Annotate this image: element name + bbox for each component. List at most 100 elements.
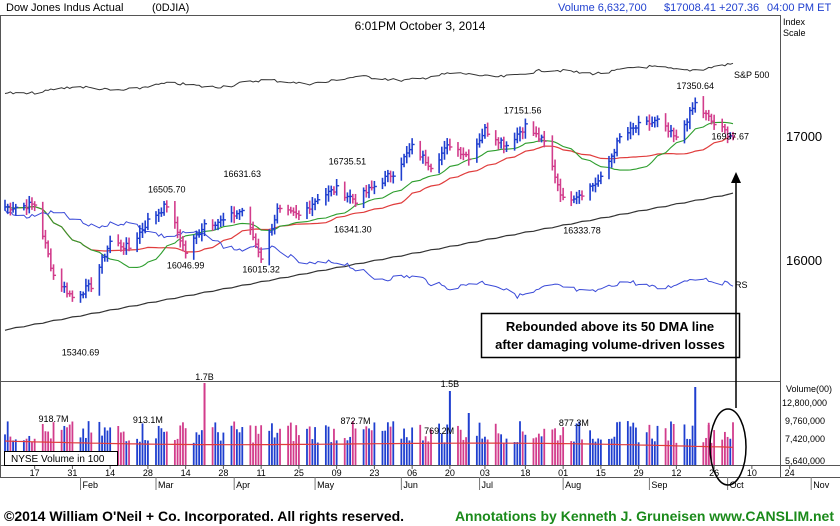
price-bar — [354, 193, 359, 207]
price-labels: 15340.69 16505.70 16631.63 16046.99 16015.32… — [62, 81, 749, 357]
volume-label: 1.7B — [195, 372, 214, 382]
price-bar — [562, 187, 566, 201]
price-bar — [430, 163, 434, 173]
day-tick-label: 06 — [407, 468, 417, 478]
price-bar — [581, 190, 585, 201]
day-tick-label: 03 — [480, 468, 490, 478]
price-label: 17151.56 — [504, 105, 542, 115]
price-bar — [713, 114, 717, 130]
index-symbol: (0DJIA) — [152, 2, 189, 14]
rs-label: RS — [735, 280, 748, 290]
index-scale-label-1: Index — [783, 17, 806, 27]
price-bar — [675, 129, 679, 141]
price-bar — [449, 138, 453, 151]
price-bar — [543, 130, 547, 148]
volume-tick-3: 7,420,000 — [785, 434, 825, 444]
nyse-volume-legend-box — [4, 451, 118, 466]
callout: Rebounded above its 50 DMA line after da… — [480, 172, 747, 486]
price-label: 16046.99 — [167, 261, 205, 271]
price-label: 15340.69 — [62, 347, 100, 357]
price-bar — [392, 171, 396, 184]
indicator-lines — [4, 62, 734, 331]
day-tick-label: 14 — [105, 468, 115, 478]
annotation-credit: Annotations by Kenneth J. Gruneisen www.… — [454, 508, 834, 524]
volume-highlight-circle — [709, 408, 747, 486]
month-label: Jul — [482, 480, 494, 490]
price-bar — [279, 204, 283, 213]
month-label: May — [317, 480, 335, 490]
price-bar — [90, 277, 94, 293]
day-tick-label: 24 — [785, 468, 795, 478]
price-bar — [33, 201, 38, 212]
day-tick-label: 11 — [256, 468, 265, 478]
price-bar — [486, 122, 491, 137]
month-label: Mar — [158, 480, 174, 490]
ma50-line — [4, 121, 734, 268]
month-label: Sep — [651, 480, 667, 490]
price-bar — [184, 240, 189, 259]
price-bar — [467, 149, 472, 166]
price-bar — [316, 193, 321, 205]
price-bar — [600, 171, 604, 185]
volume-tick-2: 9,760,000 — [785, 416, 825, 426]
price-bar — [373, 180, 377, 195]
price-bar — [298, 210, 302, 221]
day-tick-label: 09 — [332, 468, 342, 478]
day-tick-label: 10 — [747, 468, 757, 478]
time-readout: 04:00 PM ET — [767, 2, 831, 14]
price-label: 16341.30 — [334, 225, 372, 235]
y-tick-16000: 16000 — [786, 253, 822, 268]
price-bar — [165, 200, 170, 213]
price-bar — [52, 264, 57, 280]
price-bar — [147, 212, 151, 231]
price-bar — [109, 235, 113, 254]
month-label: Oct — [730, 480, 745, 490]
day-tick-label: 15 — [596, 468, 606, 478]
day-tick-label: 14 — [181, 468, 191, 478]
rs-line — [4, 209, 734, 300]
callout-line-1: Rebounded above its 50 DMA line — [506, 319, 714, 334]
price-bar — [128, 237, 132, 252]
price-bars — [4, 96, 736, 303]
volume-readout: Volume 6,632,700 — [558, 2, 647, 14]
volume-tick-1: 12,800,000 — [782, 398, 827, 408]
callout-line-2: after damaging volume-driven losses — [495, 337, 725, 352]
price-bar — [335, 178, 340, 196]
nyse-volume-legend: NYSE Volume in 100 — [11, 454, 105, 465]
index-name: Dow Jones Indus Actual — [6, 2, 123, 14]
price-bar — [260, 247, 264, 263]
volume-label: 769.2M — [424, 426, 454, 436]
day-tick-label: 12 — [671, 468, 681, 478]
day-tick-label: 18 — [520, 468, 530, 478]
day-tick-label: 01 — [558, 468, 568, 478]
sp500-line — [4, 62, 734, 95]
price-bar — [618, 133, 623, 144]
month-label: Apr — [236, 480, 250, 490]
dow-jones-chart: Dow Jones Indus Actual (0DJIA) Volume 6,… — [0, 2, 840, 490]
price-change-readout: $17008.41 +207.36 — [664, 2, 759, 14]
date-axis: 17 31 14 28 14 28 11 25 09 23 06 20 03 18 01 15 29 12 26 10… — [30, 465, 830, 490]
price-label: 16015.32 — [242, 265, 280, 275]
day-tick-label: 28 — [218, 468, 228, 478]
price-label: 16333.78 — [563, 226, 601, 236]
volume-average-line — [4, 440, 734, 448]
ma200-line — [4, 192, 734, 331]
sp500-label: S&P 500 — [734, 70, 769, 80]
callout-box — [480, 312, 741, 359]
volume-label: 877.3M — [559, 418, 589, 428]
short-ma-line — [4, 134, 734, 253]
price-bar — [241, 207, 245, 217]
callout-arrow-head — [731, 172, 741, 183]
y-tick-17000: 17000 — [786, 129, 822, 144]
price-bar — [222, 212, 226, 226]
price-bar — [524, 118, 528, 139]
day-tick-label: 29 — [634, 468, 644, 478]
index-scale-label-2: Scale — [783, 28, 806, 38]
header-row: Dow Jones Indus Actual (0DJIA) Volume 6,… — [6, 2, 831, 14]
price-label: 16735.51 — [329, 156, 367, 166]
volume-label: 913.1M — [133, 415, 163, 425]
day-tick-label: 17 — [30, 468, 40, 478]
volume-label: 872.7M — [341, 416, 371, 426]
price-label: 16937.67 — [712, 132, 750, 142]
